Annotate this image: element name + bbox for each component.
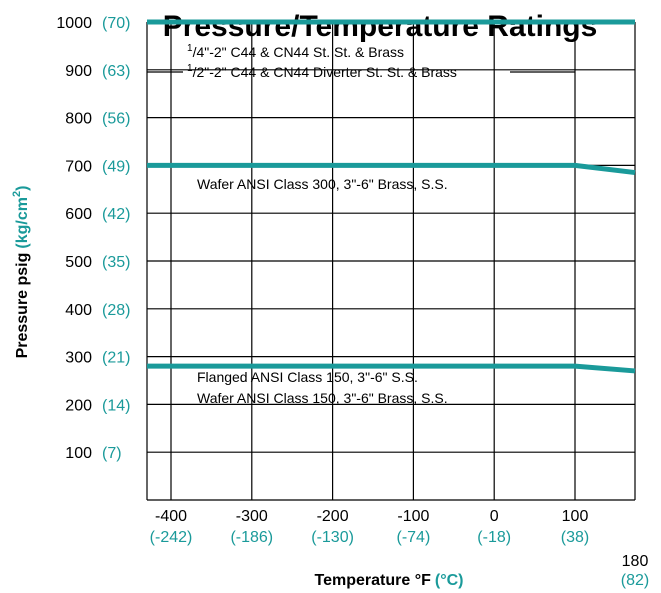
chart-title: Pressure/Temperature Ratings xyxy=(163,10,598,43)
x-tick-c: (38) xyxy=(561,529,589,546)
x-tick-f: 180 xyxy=(622,553,649,570)
x-axis-label: Temperature °F xyxy=(315,572,432,589)
x-axis-unit: (°C) xyxy=(435,572,464,589)
y-tick-psig: 400 xyxy=(65,302,92,319)
annotation-1-num: 1 xyxy=(187,43,193,54)
y-tick-psig: 200 xyxy=(65,397,92,414)
annotation-5: Wafer ANSI Class 150, 3"-6" Brass, S.S. xyxy=(197,390,448,406)
x-tick-f: 0 xyxy=(490,508,499,525)
x-tick-f: -100 xyxy=(397,508,429,525)
annotation-3: Wafer ANSI Class 300, 3"-6" Brass, S.S. xyxy=(197,176,448,192)
y-tick-psig: 100 xyxy=(65,445,92,462)
y-axis-title: Pressure psig (kg/cm2) xyxy=(11,186,31,359)
y-tick-kg: (21) xyxy=(102,350,130,367)
x-tick-c: (82) xyxy=(621,572,649,589)
y-tick-kg: (7) xyxy=(102,445,122,462)
annotation-2-text: "-2" C44 & CN44 Diverter St. St. & Brass xyxy=(204,64,457,80)
y-tick-kg: (28) xyxy=(102,302,130,319)
title-mask xyxy=(0,0,661,14)
x-tick-labels: -400 (-242) -300 (-186) -200 (-130) -100 (-74) 0… xyxy=(150,508,650,589)
x-tick-f: 100 xyxy=(562,508,589,525)
y-tick-psig: 800 xyxy=(65,111,92,128)
y-tick-psig: 300 xyxy=(65,350,92,367)
x-tick-f: -300 xyxy=(236,508,268,525)
y-axis-unit-sup: 2 xyxy=(11,191,23,197)
y-tick-psig: 1000 xyxy=(56,15,92,32)
y-tick-labels: 100 (7) 200 (14) 300 (21) 400 (28) 500 (35) 600 (42… xyxy=(56,15,130,462)
x-tick-c: (-186) xyxy=(230,529,273,546)
x-tick-c: (-74) xyxy=(397,529,431,546)
annotation-2: 1/2"-2" C44 & CN44 Diverter St. St. & Br… xyxy=(187,63,457,80)
y-tick-kg: (35) xyxy=(102,254,130,271)
x-tick-c: (-18) xyxy=(477,529,511,546)
series-line-2 xyxy=(147,162,636,176)
y-axis-unit: (kg/cm xyxy=(14,197,31,249)
y-tick-psig: 700 xyxy=(65,158,92,175)
annotation-1: 1/4"-2" C44 & CN44 St. St. & Brass xyxy=(187,43,404,60)
series-group xyxy=(147,19,636,374)
y-tick-kg: (42) xyxy=(102,206,130,223)
series-line-3 xyxy=(147,363,636,374)
annotation-1-den: 4 xyxy=(196,44,204,60)
y-tick-kg: (63) xyxy=(102,63,130,80)
x-tick-c: (-242) xyxy=(150,529,193,546)
y-axis-unit-close: ) xyxy=(14,186,31,191)
annotation-1-text: "-2" C44 & CN44 St. St. & Brass xyxy=(204,44,404,60)
y-axis-label: Pressure psig xyxy=(14,253,31,359)
x-tick-f: -200 xyxy=(317,508,349,525)
y-tick-psig: 600 xyxy=(65,206,92,223)
y-tick-kg: (49) xyxy=(102,158,130,175)
annotation-4: Flanged ANSI Class 150, 3"-6" S.S. xyxy=(197,369,418,385)
y-tick-kg: (56) xyxy=(102,111,130,128)
annotation-2-num: 1 xyxy=(187,63,193,74)
y-tick-kg: (14) xyxy=(102,397,130,414)
grid xyxy=(146,21,636,501)
x-tick-c: (-130) xyxy=(311,529,354,546)
x-tick-f: -400 xyxy=(155,508,187,525)
y-tick-kg: (70) xyxy=(102,15,130,32)
x-axis-title: Temperature °F (°C) xyxy=(315,572,464,589)
annotations: 1/4"-2" C44 & CN44 St. St. & Brass 1/2"-… xyxy=(187,43,457,406)
annotation-2-den: 2 xyxy=(196,64,204,80)
y-tick-psig: 900 xyxy=(65,63,92,80)
y-tick-psig: 500 xyxy=(65,254,92,271)
